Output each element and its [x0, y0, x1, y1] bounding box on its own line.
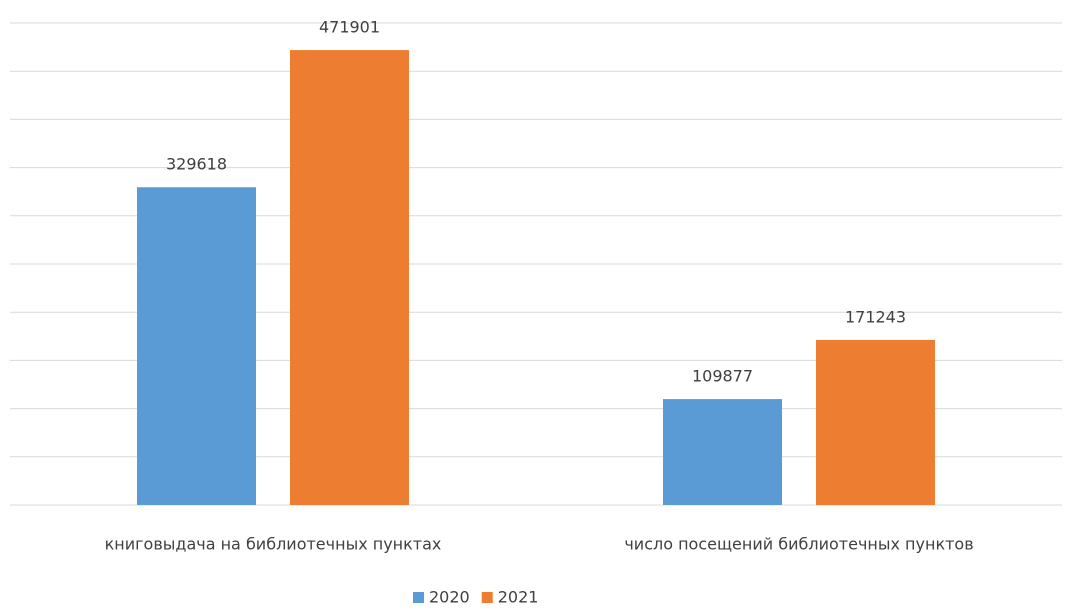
legend-label: 2020: [429, 588, 470, 607]
bar: [816, 339, 935, 505]
data-label: 329618: [166, 155, 227, 174]
data-label: 171243: [845, 307, 906, 326]
data-label: 471901: [319, 18, 380, 37]
bar: [137, 187, 256, 506]
legend-label: 2021: [498, 588, 539, 607]
legend-swatch: [413, 592, 424, 603]
bar: [663, 399, 782, 505]
legend-swatch: [481, 592, 493, 603]
data-label: 109877: [692, 367, 753, 386]
x-tick-label: книговыдача на библиотечных пунктах: [105, 535, 442, 554]
x-tick-label: число посещений библиотечных пунктов: [624, 535, 973, 554]
bar: [290, 50, 409, 506]
